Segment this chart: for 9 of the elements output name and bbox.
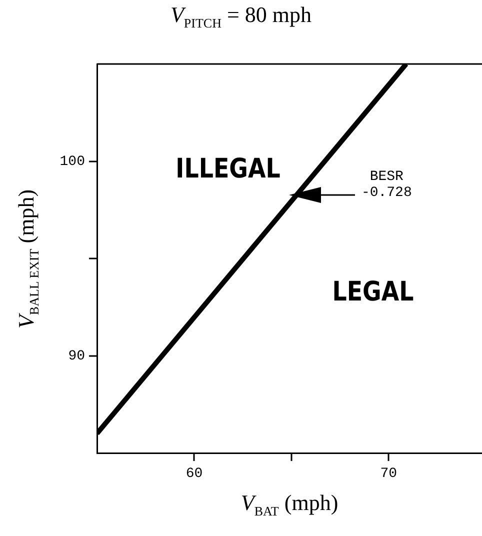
x-axis-title: V$_{BAT}$ (mph) xyxy=(240,490,340,520)
annotation: BESR -0.728 xyxy=(361,169,412,202)
y-tick-label: 100 xyxy=(60,154,85,170)
annotation: ILLEGAL xyxy=(176,154,281,185)
x-tick-label: 70 xyxy=(380,466,398,482)
chart-title: V$_{PITCH}$ = 80 mph xyxy=(169,2,313,32)
y-tick-label: 90 xyxy=(68,348,85,364)
x-tick-label: 60 xyxy=(186,466,203,482)
annotation: LEGAL xyxy=(332,276,414,308)
